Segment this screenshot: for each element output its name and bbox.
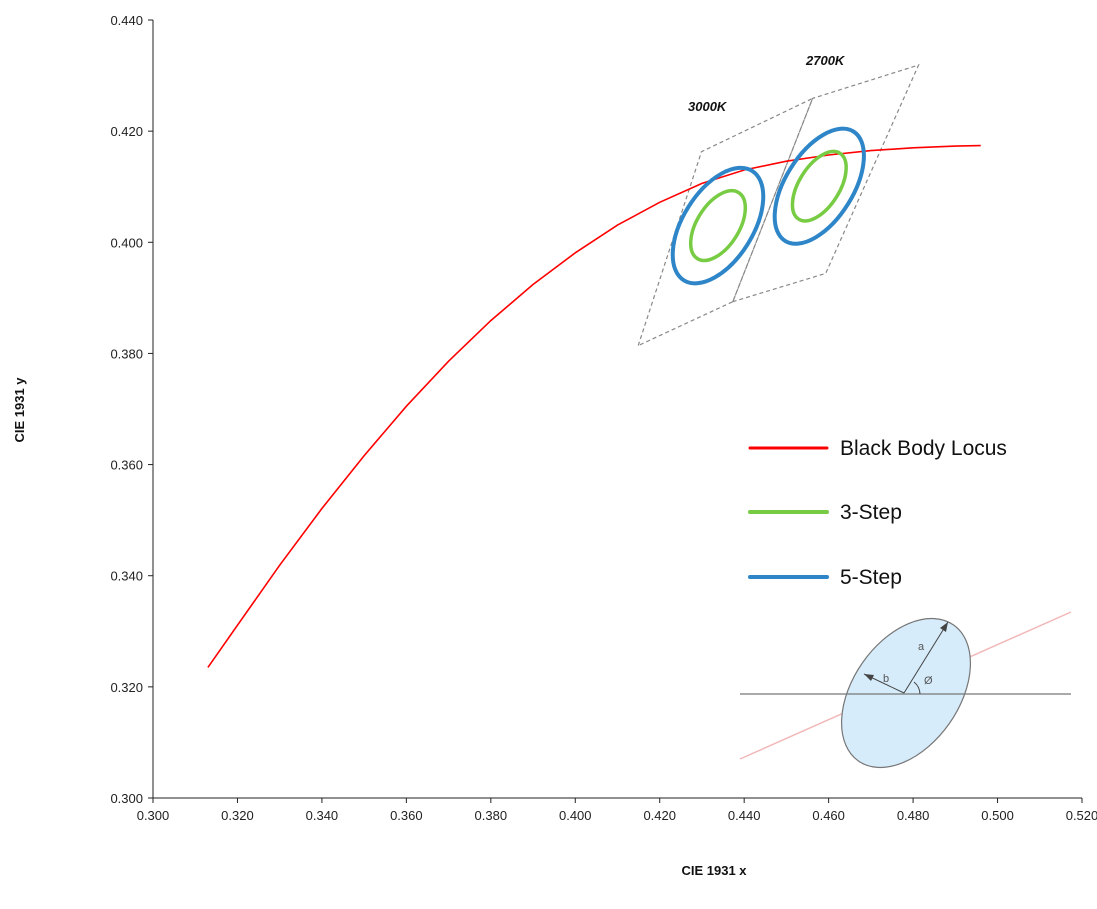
x-tick-label: 0.300 (137, 808, 170, 823)
x-tick-label: 0.520 (1066, 808, 1097, 823)
inset-angle-arc (913, 681, 921, 695)
x-tick-label: 0.460 (812, 808, 845, 823)
y-axis-title: CIE 1931 y (12, 377, 27, 443)
inset-label-angle: Ø (924, 675, 933, 687)
y-tick-label: 0.400 (110, 235, 143, 250)
inset-label-a: a (918, 641, 925, 653)
y-tick-label: 0.440 (110, 13, 143, 28)
cct-label-3000k: 3000K (688, 99, 728, 114)
inset-arrowhead-b (864, 674, 874, 681)
inset-label-b: b (883, 673, 889, 685)
locus-layer (207, 144, 981, 668)
5-step-ellipse-2700k (772, 126, 866, 246)
y-tick-label: 0.360 (110, 458, 143, 473)
legend: Black Body Locus 3-Step 5-Step (748, 437, 1007, 589)
inset-ellipse (840, 617, 972, 769)
legend-label-locus: Black Body Locus (840, 437, 1007, 460)
x-tick-label: 0.480 (897, 808, 930, 823)
tick-labels: 0.300 0.320 0.340 0.360 0.380 0.400 0.420 0.440… (110, 13, 1097, 823)
x-tick-label: 0.340 (306, 808, 339, 823)
x-tick-label: 0.440 (728, 808, 761, 823)
y-tick-label: 0.340 (110, 569, 143, 584)
3-step-ellipse-3000k (688, 189, 748, 263)
x-tick-label: 0.420 (643, 808, 676, 823)
quadrangle-layer (637, 64, 920, 347)
x-tick-label: 0.380 (475, 808, 508, 823)
x-tick-label: 0.400 (559, 808, 592, 823)
legend-label-5step: 5-Step (840, 566, 902, 589)
inset-arrow-a (903, 621, 949, 694)
x-tick-label: 0.500 (981, 808, 1014, 823)
5-step-ellipse-3000k (670, 165, 766, 286)
inset-arrowhead-a (940, 622, 948, 632)
black-body-locus-line (207, 144, 981, 668)
x-tick-label: 0.360 (390, 808, 423, 823)
quadrangle-2700k (731, 64, 920, 303)
x-tick-label: 0.320 (221, 808, 254, 823)
x-axis-title: CIE 1931 x (681, 863, 747, 878)
cct-label-2700k: 2700K (805, 53, 846, 68)
y-tick-label: 0.420 (110, 124, 143, 139)
axes (148, 19, 1083, 803)
ellipse-parameter-inset: a b Ø (739, 611, 1072, 769)
quadrangle-3000k (637, 97, 814, 347)
y-tick-label: 0.300 (110, 791, 143, 806)
ellipse-layer (670, 126, 866, 286)
3-step-ellipse-2700k (790, 149, 848, 223)
y-tick-label: 0.320 (110, 680, 143, 695)
y-tick-label: 0.380 (110, 346, 143, 361)
legend-label-3step: 3-Step (840, 501, 902, 524)
